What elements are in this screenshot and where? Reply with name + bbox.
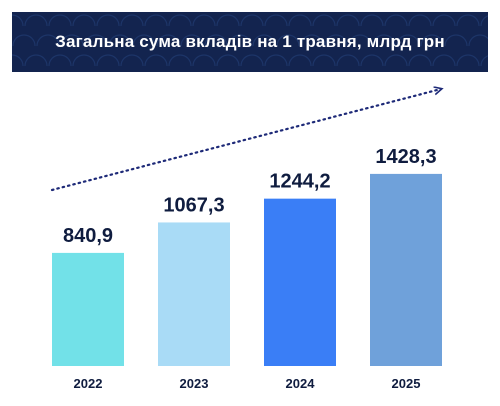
header-wave-arc bbox=[24, 14, 48, 27]
header-wave-arc bbox=[216, 14, 240, 27]
category-label-2024: 2024 bbox=[286, 376, 316, 391]
bar-2023 bbox=[158, 222, 230, 366]
header-wave-arc bbox=[324, 34, 348, 47]
header-wave-arc bbox=[168, 54, 192, 67]
header-wave-arc bbox=[264, 14, 288, 27]
header-wave-arc bbox=[360, 14, 384, 27]
header-wave-arc bbox=[336, 14, 360, 27]
header-wave-arc bbox=[360, 54, 384, 67]
header-wave-arc bbox=[120, 54, 144, 67]
header-wave-arc bbox=[288, 54, 312, 67]
header-wave-arc bbox=[60, 34, 84, 47]
header-wave-arc bbox=[12, 34, 36, 47]
header-wave-arc bbox=[480, 15, 488, 27]
header-wave-arc bbox=[240, 54, 264, 67]
header-wave-arc bbox=[192, 54, 216, 67]
header-wave-arc bbox=[132, 34, 156, 47]
header-wave-arc bbox=[180, 34, 204, 47]
header-wave-arc bbox=[108, 34, 132, 47]
value-label-2024: 1244,2 bbox=[269, 171, 330, 193]
value-label-2022: 840,9 bbox=[63, 225, 113, 247]
category-label-2023: 2023 bbox=[180, 376, 209, 391]
header-wave-arc bbox=[72, 14, 96, 27]
header-wave-arc bbox=[444, 34, 468, 47]
header-wave-arc bbox=[408, 14, 432, 27]
header-wave-arc bbox=[264, 54, 288, 67]
header-wave-arc bbox=[456, 14, 480, 27]
header-wave-arc bbox=[12, 14, 24, 27]
header-wave-arc bbox=[24, 54, 48, 67]
header-wave-arc bbox=[384, 54, 408, 67]
header-wave-arc bbox=[120, 14, 144, 27]
header-wave-arc bbox=[228, 34, 252, 47]
bar-2025 bbox=[370, 173, 442, 366]
header-wave-arc bbox=[96, 14, 120, 27]
header-wave-arc bbox=[240, 14, 264, 27]
header-wave-arc bbox=[480, 55, 488, 67]
header-wave-arc bbox=[432, 54, 456, 67]
category-label-2025: 2025 bbox=[392, 376, 421, 391]
chart-title: Загальна сума вкладів на 1 травня, млрд … bbox=[55, 32, 445, 51]
category-label-2022: 2022 bbox=[74, 376, 103, 391]
header-wave-arc bbox=[252, 34, 276, 47]
header-wave-arc bbox=[192, 14, 216, 27]
header-wave-pattern bbox=[12, 14, 488, 67]
header-wave-arc bbox=[312, 14, 336, 27]
header-wave-arc bbox=[384, 14, 408, 27]
header-wave-arc bbox=[456, 54, 480, 67]
header-wave-arc bbox=[312, 54, 336, 67]
header-wave-arc bbox=[204, 34, 228, 47]
header-wave-arc bbox=[276, 34, 300, 47]
header-wave-arc bbox=[288, 14, 312, 27]
header-wave-arc bbox=[216, 54, 240, 67]
header-wave-arc bbox=[144, 54, 168, 67]
header-wave-arc bbox=[48, 14, 72, 27]
value-label-2025: 1428,3 bbox=[375, 146, 436, 168]
header-wave-arc bbox=[420, 34, 444, 47]
header-wave-arc bbox=[36, 34, 60, 47]
header-wave-arc bbox=[468, 34, 488, 47]
header-wave-arc bbox=[396, 34, 420, 47]
header-wave-arc bbox=[12, 54, 24, 67]
header-wave-arc bbox=[336, 54, 360, 67]
header-wave-arc bbox=[372, 34, 396, 47]
header-wave-arc bbox=[168, 14, 192, 27]
header-wave-arc bbox=[300, 34, 324, 47]
trend-arrow bbox=[50, 89, 441, 192]
header-wave-arc bbox=[48, 54, 72, 67]
header-wave-arc bbox=[432, 14, 456, 27]
bar-2022 bbox=[52, 252, 124, 366]
header-wave-arc bbox=[84, 34, 108, 47]
value-label-2023: 1067,3 bbox=[163, 194, 224, 216]
header-wave-arc bbox=[408, 54, 432, 67]
chart-header: Загальна сума вкладів на 1 травня, млрд … bbox=[12, 12, 488, 72]
bar-2024 bbox=[264, 198, 336, 366]
header-wave-arc bbox=[156, 34, 180, 47]
header-wave-arc bbox=[348, 34, 372, 47]
header-wave-arc bbox=[96, 54, 120, 67]
header-wave-arc bbox=[144, 14, 168, 27]
header-wave-arc bbox=[72, 54, 96, 67]
